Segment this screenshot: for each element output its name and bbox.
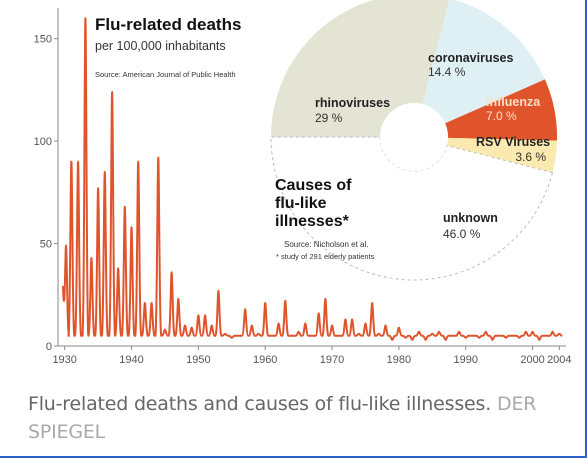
x-tick-label: 2004: [547, 354, 571, 366]
y-tick-label: 100: [34, 136, 52, 148]
pie-value-unknown: 46.0 %: [443, 227, 481, 241]
pie-slice-coronaviruses: [422, 0, 545, 124]
line-chart-title: Flu-related deaths: [95, 15, 241, 34]
caption-text: Flu-related deaths and causes of flu-lik…: [28, 393, 492, 415]
pie-title-line: flu-like: [275, 195, 327, 212]
pie-slice-rsv-viruses: [446, 137, 557, 173]
pie-slice-unknown: [270, 136, 554, 281]
pie-title-line: Causes of: [275, 177, 352, 194]
pie-title-line: illnesses*: [275, 213, 350, 230]
pie-label-rhinoviruses: rhinoviruses: [315, 96, 390, 110]
pie-group: [270, 0, 558, 281]
pie-slice-rhinoviruses: [271, 0, 450, 137]
y-tick-label: 150: [34, 34, 52, 46]
pie-note: * study of 291 elderly patients: [276, 252, 375, 261]
deaths-series-line: [62, 17, 563, 341]
x-tick-label: 1950: [186, 354, 210, 366]
pie-label-influenza: influenza: [486, 95, 541, 109]
x-tick-label: 2000: [520, 354, 544, 366]
pie-label-coronaviruses: coronaviruses: [428, 51, 514, 65]
pie-value-coronaviruses: 14.4 %: [428, 65, 466, 79]
x-tick-label: 1980: [387, 354, 411, 366]
caption-credit: DER SPIEGEL: [28, 393, 537, 443]
x-tick-label: 1970: [320, 354, 344, 366]
pie-slice-influenza: [445, 79, 558, 141]
flu-chart-svg: 0 50 100 150 1930 1940 1950 1960 1970 1980 1990 200…: [34, 0, 572, 366]
pie-hole: [380, 103, 448, 171]
x-tick-label: 1940: [119, 354, 143, 366]
x-tick-label: 1990: [453, 354, 477, 366]
line-chart-source: Source: American Journal of Public Healt…: [95, 70, 236, 79]
pie-label-unknown: unknown: [443, 211, 498, 225]
pie-label-rsv-viruses: RSV Viruses: [476, 135, 550, 149]
y-tick-label: 50: [40, 239, 52, 251]
line-chart-subtitle: per 100,000 inhabitants: [95, 39, 226, 53]
y-tick-label: 0: [46, 341, 52, 353]
pie-value-rsv-viruses: 3.6 %: [515, 150, 546, 164]
pie-source: Source: Nicholson et al.: [284, 240, 369, 249]
x-tick-label: 1930: [52, 354, 76, 366]
pie-value-rhinoviruses: 29 %: [315, 111, 343, 125]
pie-value-influenza: 7.0 %: [486, 109, 517, 123]
figure-caption: Flu-related deaths and causes of flu-lik…: [28, 390, 573, 446]
x-tick-label: 1960: [253, 354, 277, 366]
